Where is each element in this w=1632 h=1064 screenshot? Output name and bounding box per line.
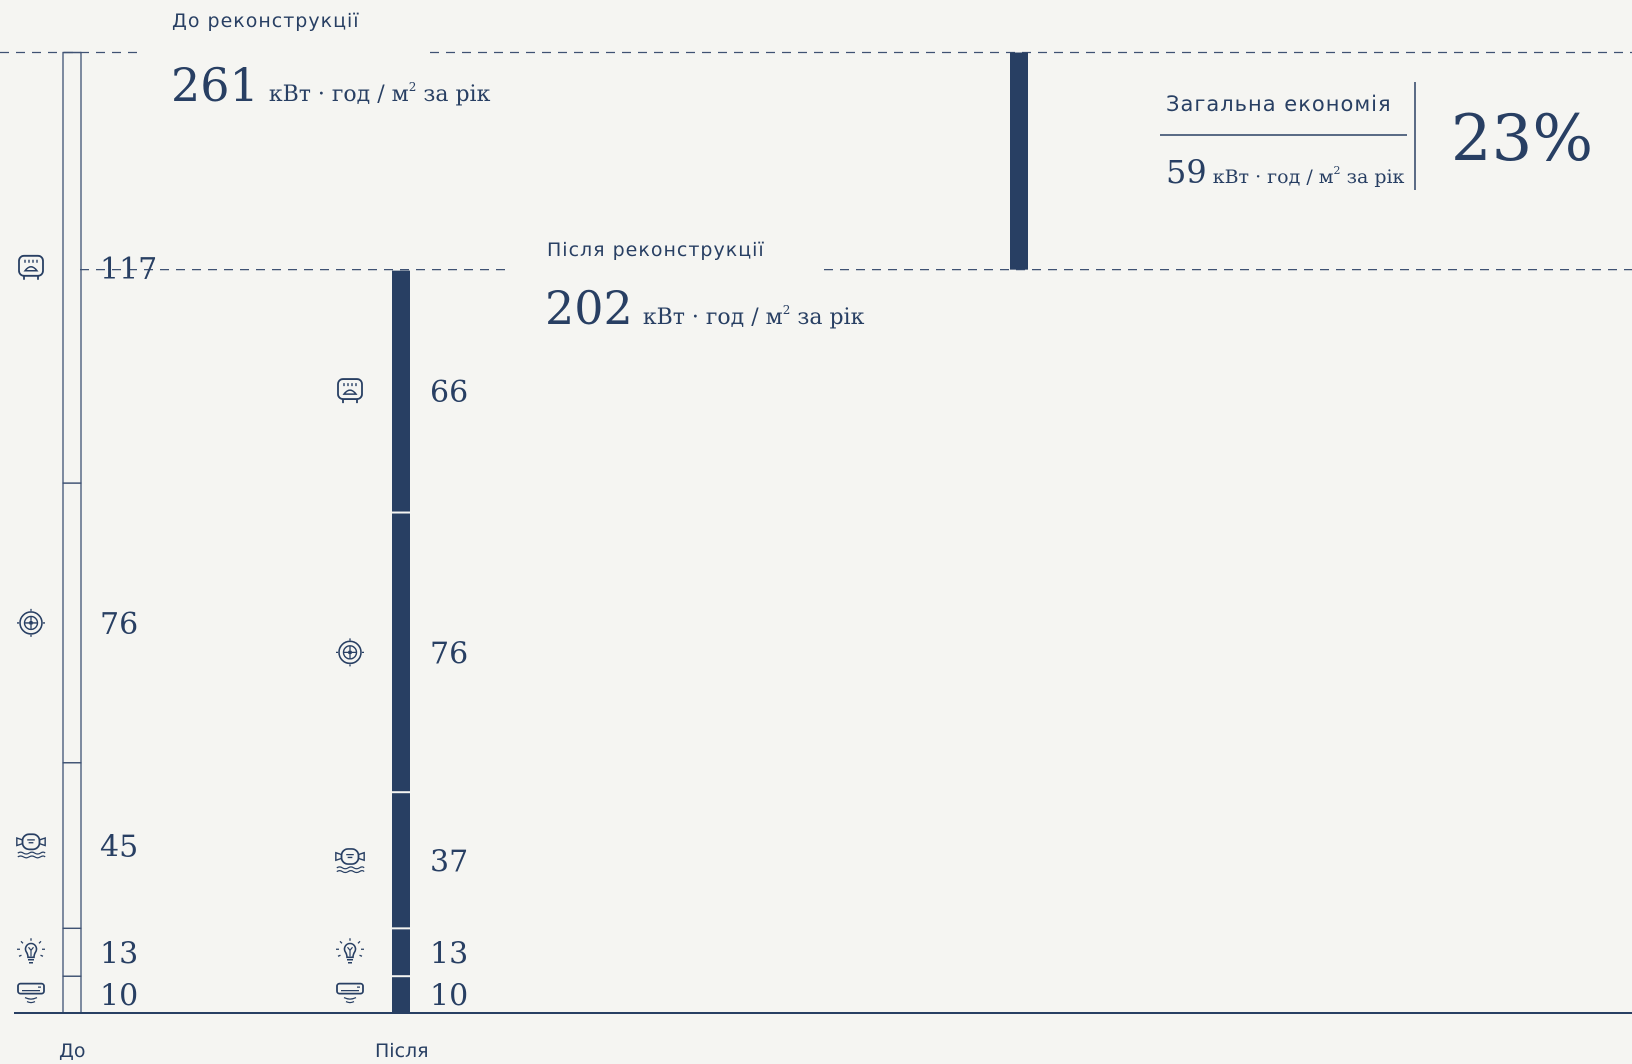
data-label-after: 37 bbox=[430, 844, 468, 879]
before-total-label: До реконструкції bbox=[172, 10, 360, 32]
bar-segment-before bbox=[62, 51, 82, 484]
bar-segment-before bbox=[62, 762, 82, 930]
lightbulb-icon bbox=[335, 937, 365, 964]
electric-heater-icon bbox=[337, 378, 363, 404]
bar-segment-before bbox=[62, 482, 82, 764]
bar-segment-before bbox=[62, 927, 82, 977]
data-label-before: 45 bbox=[100, 830, 138, 865]
bar-segment-after bbox=[392, 929, 410, 976]
before-total-value: 261 кВт · год / м2 за рік bbox=[171, 58, 491, 112]
data-label-before: 117 bbox=[100, 252, 157, 287]
data-label-after: 13 bbox=[430, 936, 468, 971]
savings-percent: 23% bbox=[1451, 102, 1593, 176]
bar-segment-after bbox=[392, 977, 410, 1012]
water-heating-icon bbox=[334, 848, 366, 874]
bar-segment-after bbox=[392, 513, 410, 792]
electric-heater-icon bbox=[18, 254, 44, 281]
air-conditioner-icon bbox=[17, 982, 45, 1004]
lightbulb-icon bbox=[16, 937, 46, 964]
fan-ventilation-icon bbox=[16, 608, 46, 638]
data-label-before: 76 bbox=[100, 607, 138, 642]
data-label-after: 66 bbox=[430, 375, 468, 410]
before-stacked-bar: 10 13 45 76 117 bbox=[15, 51, 157, 1014]
category-label-after: Після bbox=[375, 1040, 429, 1062]
air-conditioner-icon bbox=[336, 982, 364, 1004]
data-label-after: 76 bbox=[430, 636, 468, 671]
water-heating-icon bbox=[15, 833, 47, 859]
category-label-before: До bbox=[59, 1040, 85, 1062]
data-label-after: 10 bbox=[430, 979, 468, 1014]
fan-ventilation-icon bbox=[335, 637, 365, 668]
bar-segment-before bbox=[62, 975, 82, 1014]
savings-summary: Загальна економія 59 кВт · год / м2 за рі… bbox=[1160, 82, 1593, 191]
savings-title: Загальна економія bbox=[1166, 92, 1392, 116]
bar-segment-after bbox=[392, 793, 410, 928]
data-label-before: 13 bbox=[100, 936, 138, 971]
after-stacked-bar: 10 13 37 76 66 bbox=[334, 270, 468, 1014]
savings-value: 59 кВт · год / м2 за рік bbox=[1166, 153, 1405, 191]
savings-bar bbox=[1010, 52, 1028, 270]
after-total-label: Після реконструкції bbox=[547, 239, 765, 261]
bar-segment-after bbox=[392, 270, 410, 512]
data-label-before: 10 bbox=[100, 979, 138, 1014]
after-total-value: 202 кВт · год / м2 за рік bbox=[545, 281, 865, 335]
